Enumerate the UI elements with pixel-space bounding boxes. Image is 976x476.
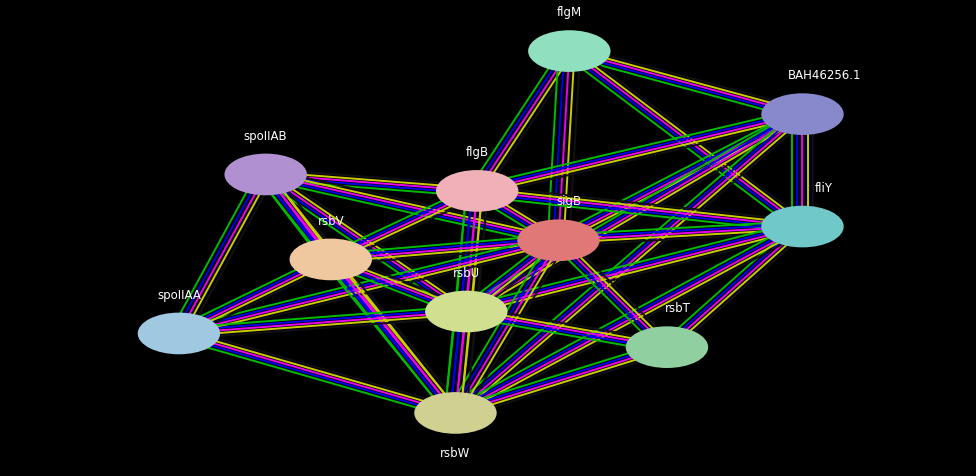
Circle shape	[528, 31, 611, 73]
Circle shape	[517, 220, 599, 261]
Circle shape	[290, 239, 372, 281]
Circle shape	[224, 154, 306, 196]
Text: rsbT: rsbT	[665, 302, 691, 315]
Text: sigB: sigB	[556, 195, 582, 208]
Text: flgB: flgB	[466, 146, 489, 159]
Text: spoIIAA: spoIIAA	[157, 288, 201, 301]
Text: flgM: flgM	[556, 6, 582, 19]
Circle shape	[761, 206, 843, 248]
Circle shape	[761, 94, 843, 136]
Circle shape	[626, 327, 709, 368]
Text: rsbU: rsbU	[453, 266, 480, 279]
Text: rsbV: rsbV	[317, 214, 345, 227]
Text: BAH46256.1: BAH46256.1	[788, 69, 861, 82]
Circle shape	[414, 392, 497, 434]
Text: fliY: fliY	[815, 181, 834, 194]
Circle shape	[138, 313, 221, 355]
Text: spoIIAB: spoIIAB	[244, 129, 288, 142]
Circle shape	[436, 171, 518, 212]
Circle shape	[426, 291, 508, 333]
Text: rsbW: rsbW	[440, 446, 470, 459]
